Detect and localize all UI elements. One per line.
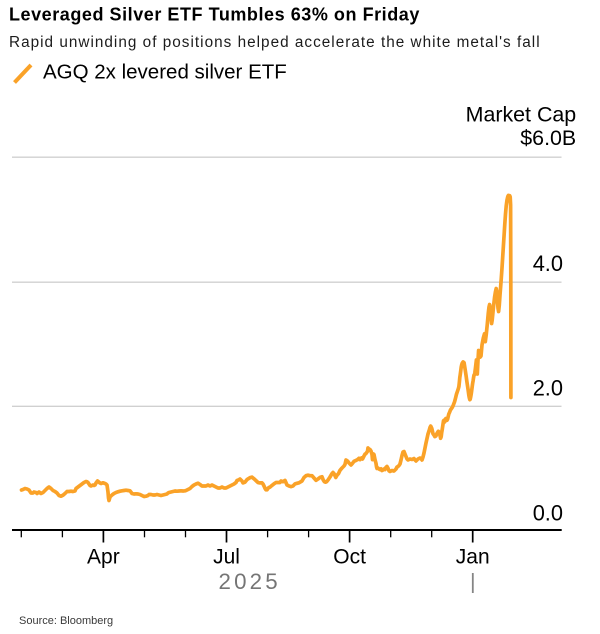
svg-text:Oct: Oct <box>333 546 366 569</box>
svg-text:4.0: 4.0 <box>533 251 563 276</box>
svg-text:Market Cap: Market Cap <box>466 103 577 127</box>
svg-text:Jul: Jul <box>213 546 240 569</box>
svg-text:Source: Bloomberg: Source: Bloomberg <box>19 615 113 627</box>
svg-text:Jan: Jan <box>456 546 490 569</box>
svg-text:$6.0B: $6.0B <box>520 126 576 150</box>
svg-text:2.0: 2.0 <box>533 375 563 400</box>
svg-text:0.0: 0.0 <box>533 501 563 526</box>
svg-text:2025: 2025 <box>218 569 280 594</box>
svg-text:AGQ 2x levered silver ETF: AGQ 2x levered silver ETF <box>43 61 287 84</box>
svg-text:Apr: Apr <box>87 546 120 569</box>
svg-text:Rapid unwinding of positions h: Rapid unwinding of positions helped acce… <box>9 34 541 51</box>
svg-text:Leveraged Silver ETF Tumbles 6: Leveraged Silver ETF Tumbles 63% on Frid… <box>9 5 420 25</box>
